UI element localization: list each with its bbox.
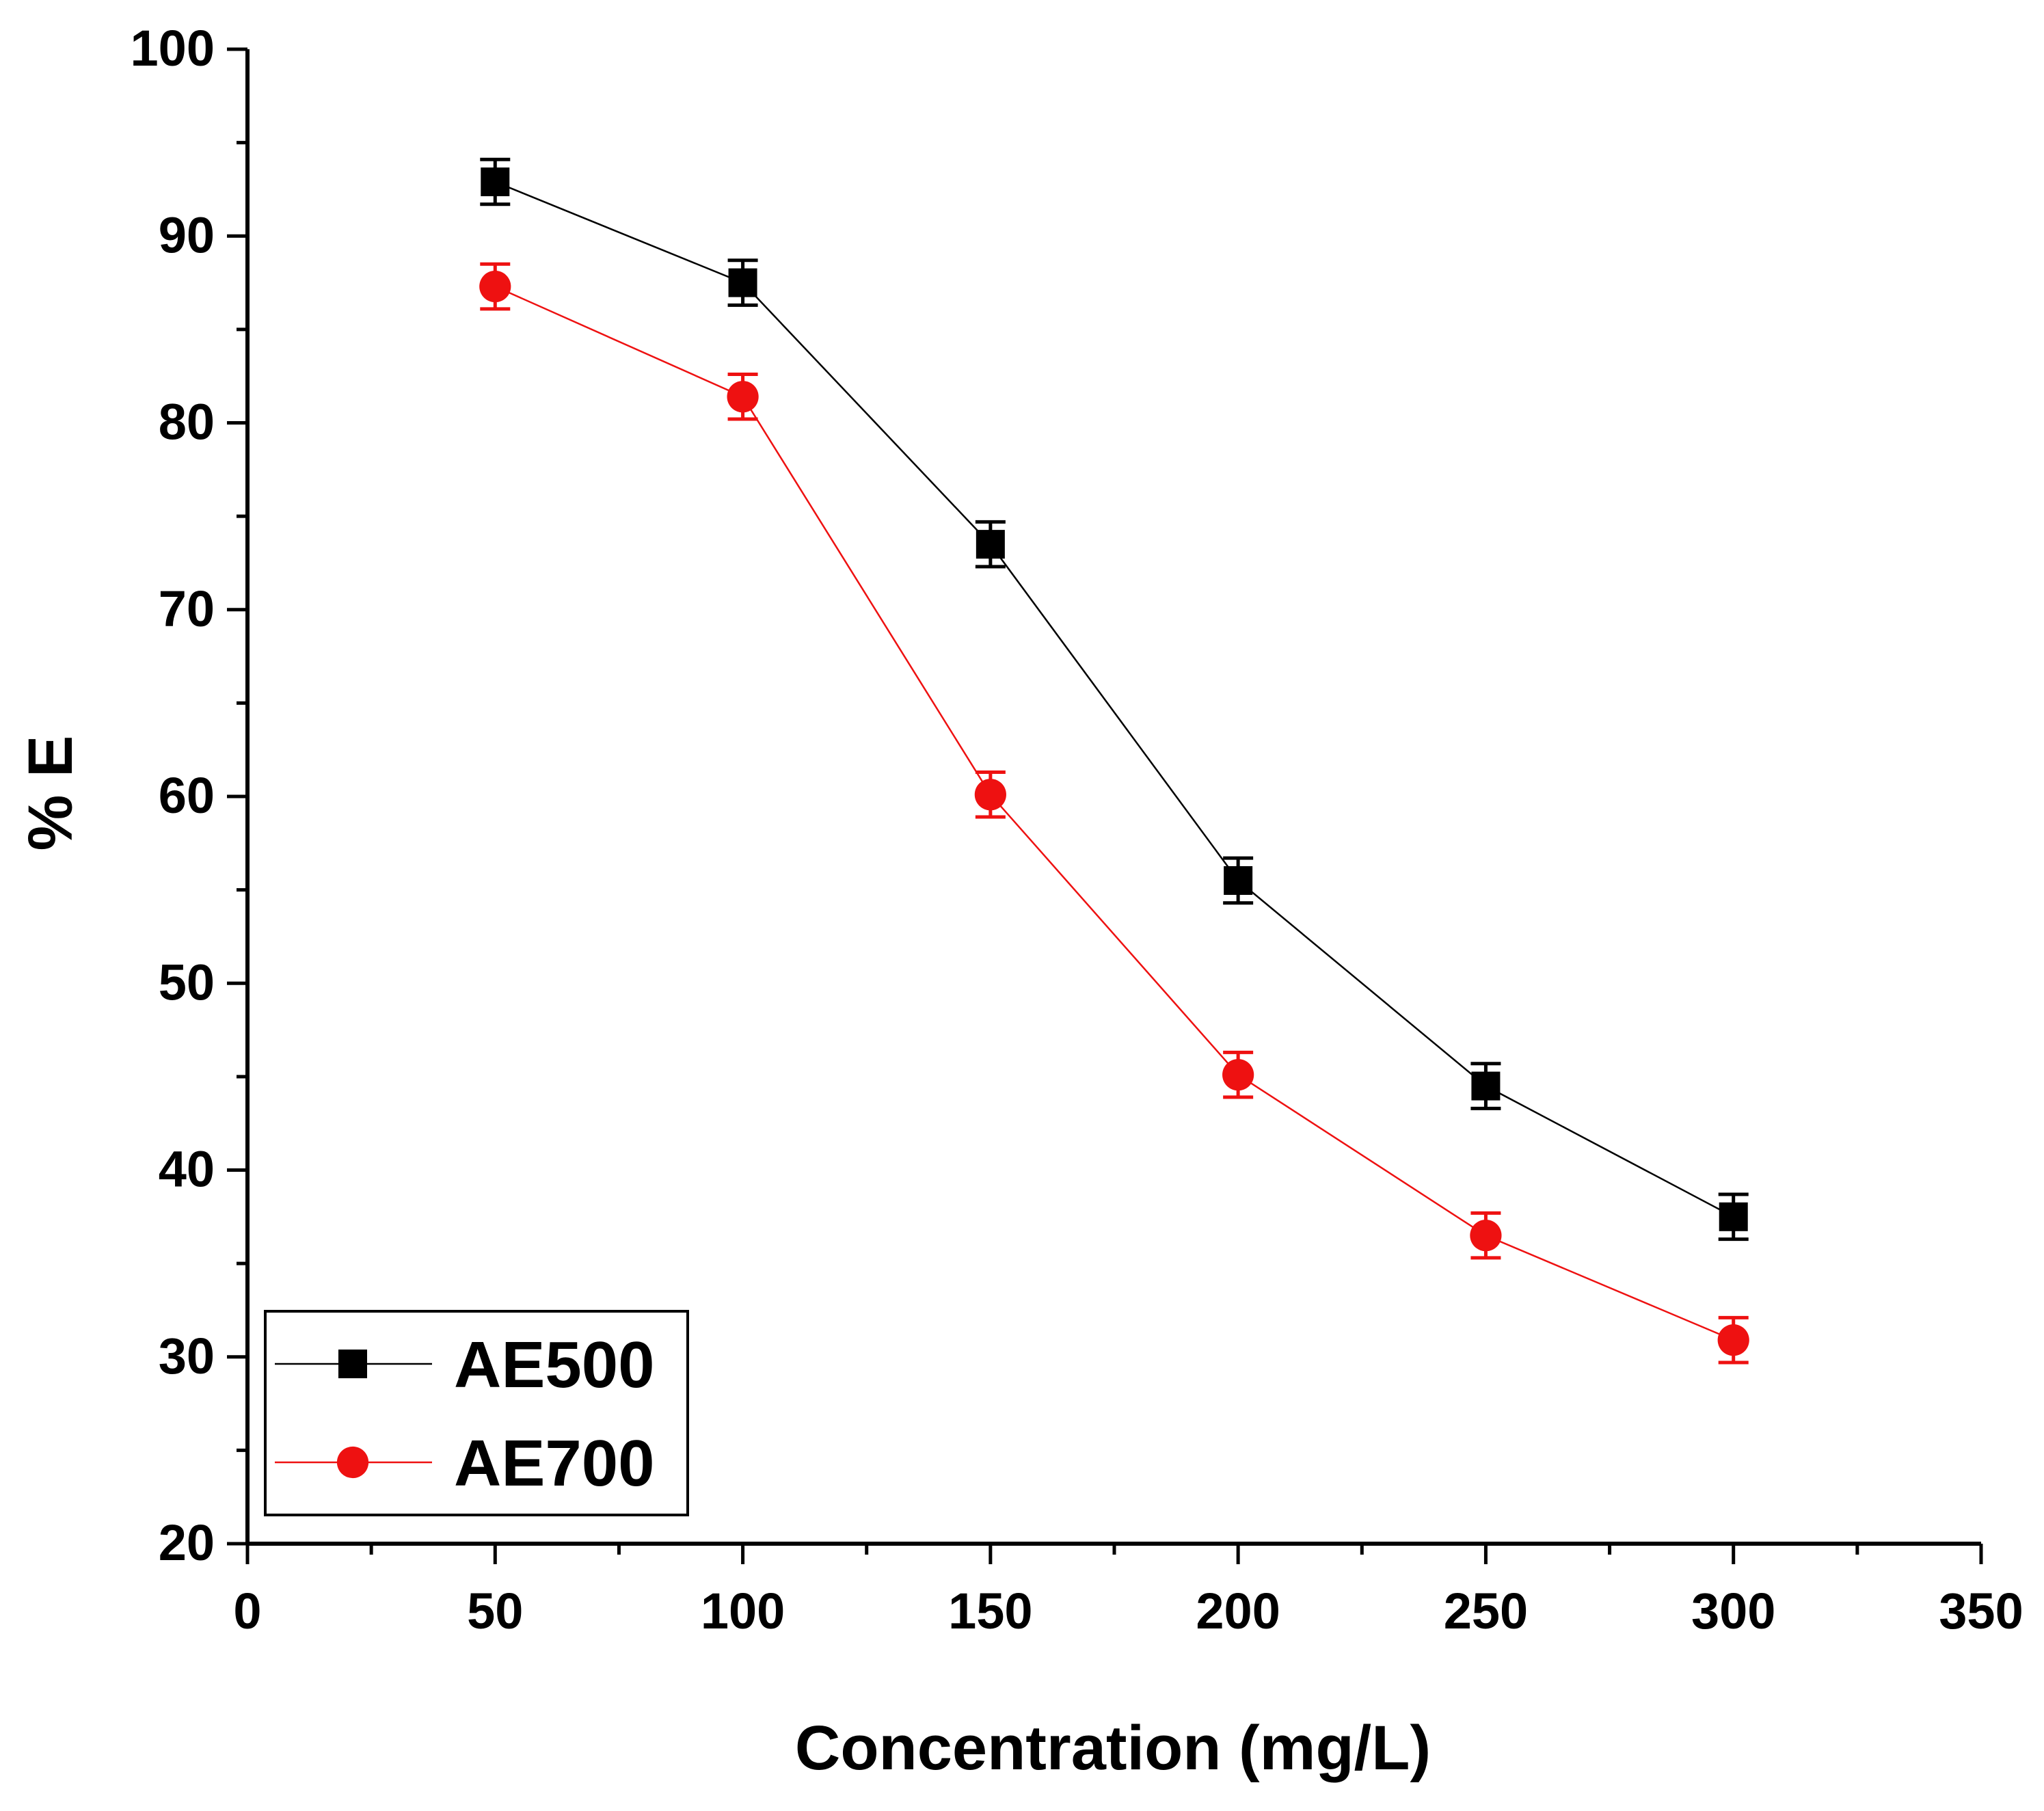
y-tick-label: 70	[159, 580, 215, 637]
legend-box	[264, 1310, 689, 1516]
y-tick-label: 60	[159, 767, 215, 824]
x-tick-label: 150	[948, 1583, 1032, 1639]
y-axis-label: % E	[16, 736, 85, 851]
series-line	[494, 180, 1734, 1218]
data-point	[727, 381, 759, 413]
y-tick-label: 80	[159, 394, 215, 451]
y-tick-label: 20	[159, 1514, 215, 1571]
x-axis-label: Concentration (mg/L)	[795, 1713, 1431, 1783]
y-tick-label: 100	[131, 20, 215, 77]
data-point	[1224, 866, 1253, 895]
series-AE700	[479, 262, 1749, 1365]
axes: 20 30 40 50 60 70 80 90 100 0 50 100 150 200 250 300 350	[131, 20, 2023, 1639]
data-point	[479, 270, 511, 303]
legend-label: AE500	[454, 1328, 655, 1401]
data-point	[728, 268, 757, 297]
x-tick-label: 0	[233, 1583, 261, 1639]
legend: AE500 AE700	[264, 1310, 689, 1516]
legend-marker	[338, 1350, 367, 1378]
y-tick-label: 40	[159, 1141, 215, 1198]
x-tick-label: 200	[1196, 1583, 1280, 1639]
y-tick-label: 50	[159, 954, 215, 1010]
data-point	[1471, 1071, 1501, 1101]
data-point	[1717, 1324, 1749, 1356]
data-point	[1719, 1202, 1748, 1231]
x-tick-label: 250	[1444, 1583, 1528, 1639]
x-tick-label: 50	[467, 1583, 523, 1639]
legend-marker	[336, 1446, 369, 1479]
series-AE500	[480, 157, 1749, 1242]
y-tick-label: 90	[159, 206, 215, 263]
data-point	[1470, 1220, 1502, 1252]
data-point	[481, 167, 510, 197]
data-point	[1222, 1059, 1254, 1091]
legend-label: AE700	[454, 1427, 655, 1500]
data-point	[976, 530, 1005, 559]
series-line	[494, 285, 1734, 1341]
y-tick-label: 30	[159, 1328, 215, 1384]
x-tick-label: 100	[701, 1583, 785, 1639]
series-layer	[479, 157, 1749, 1365]
data-point	[974, 779, 1006, 811]
x-tick-label: 350	[1939, 1583, 2023, 1639]
x-tick-label: 300	[1691, 1583, 1775, 1639]
